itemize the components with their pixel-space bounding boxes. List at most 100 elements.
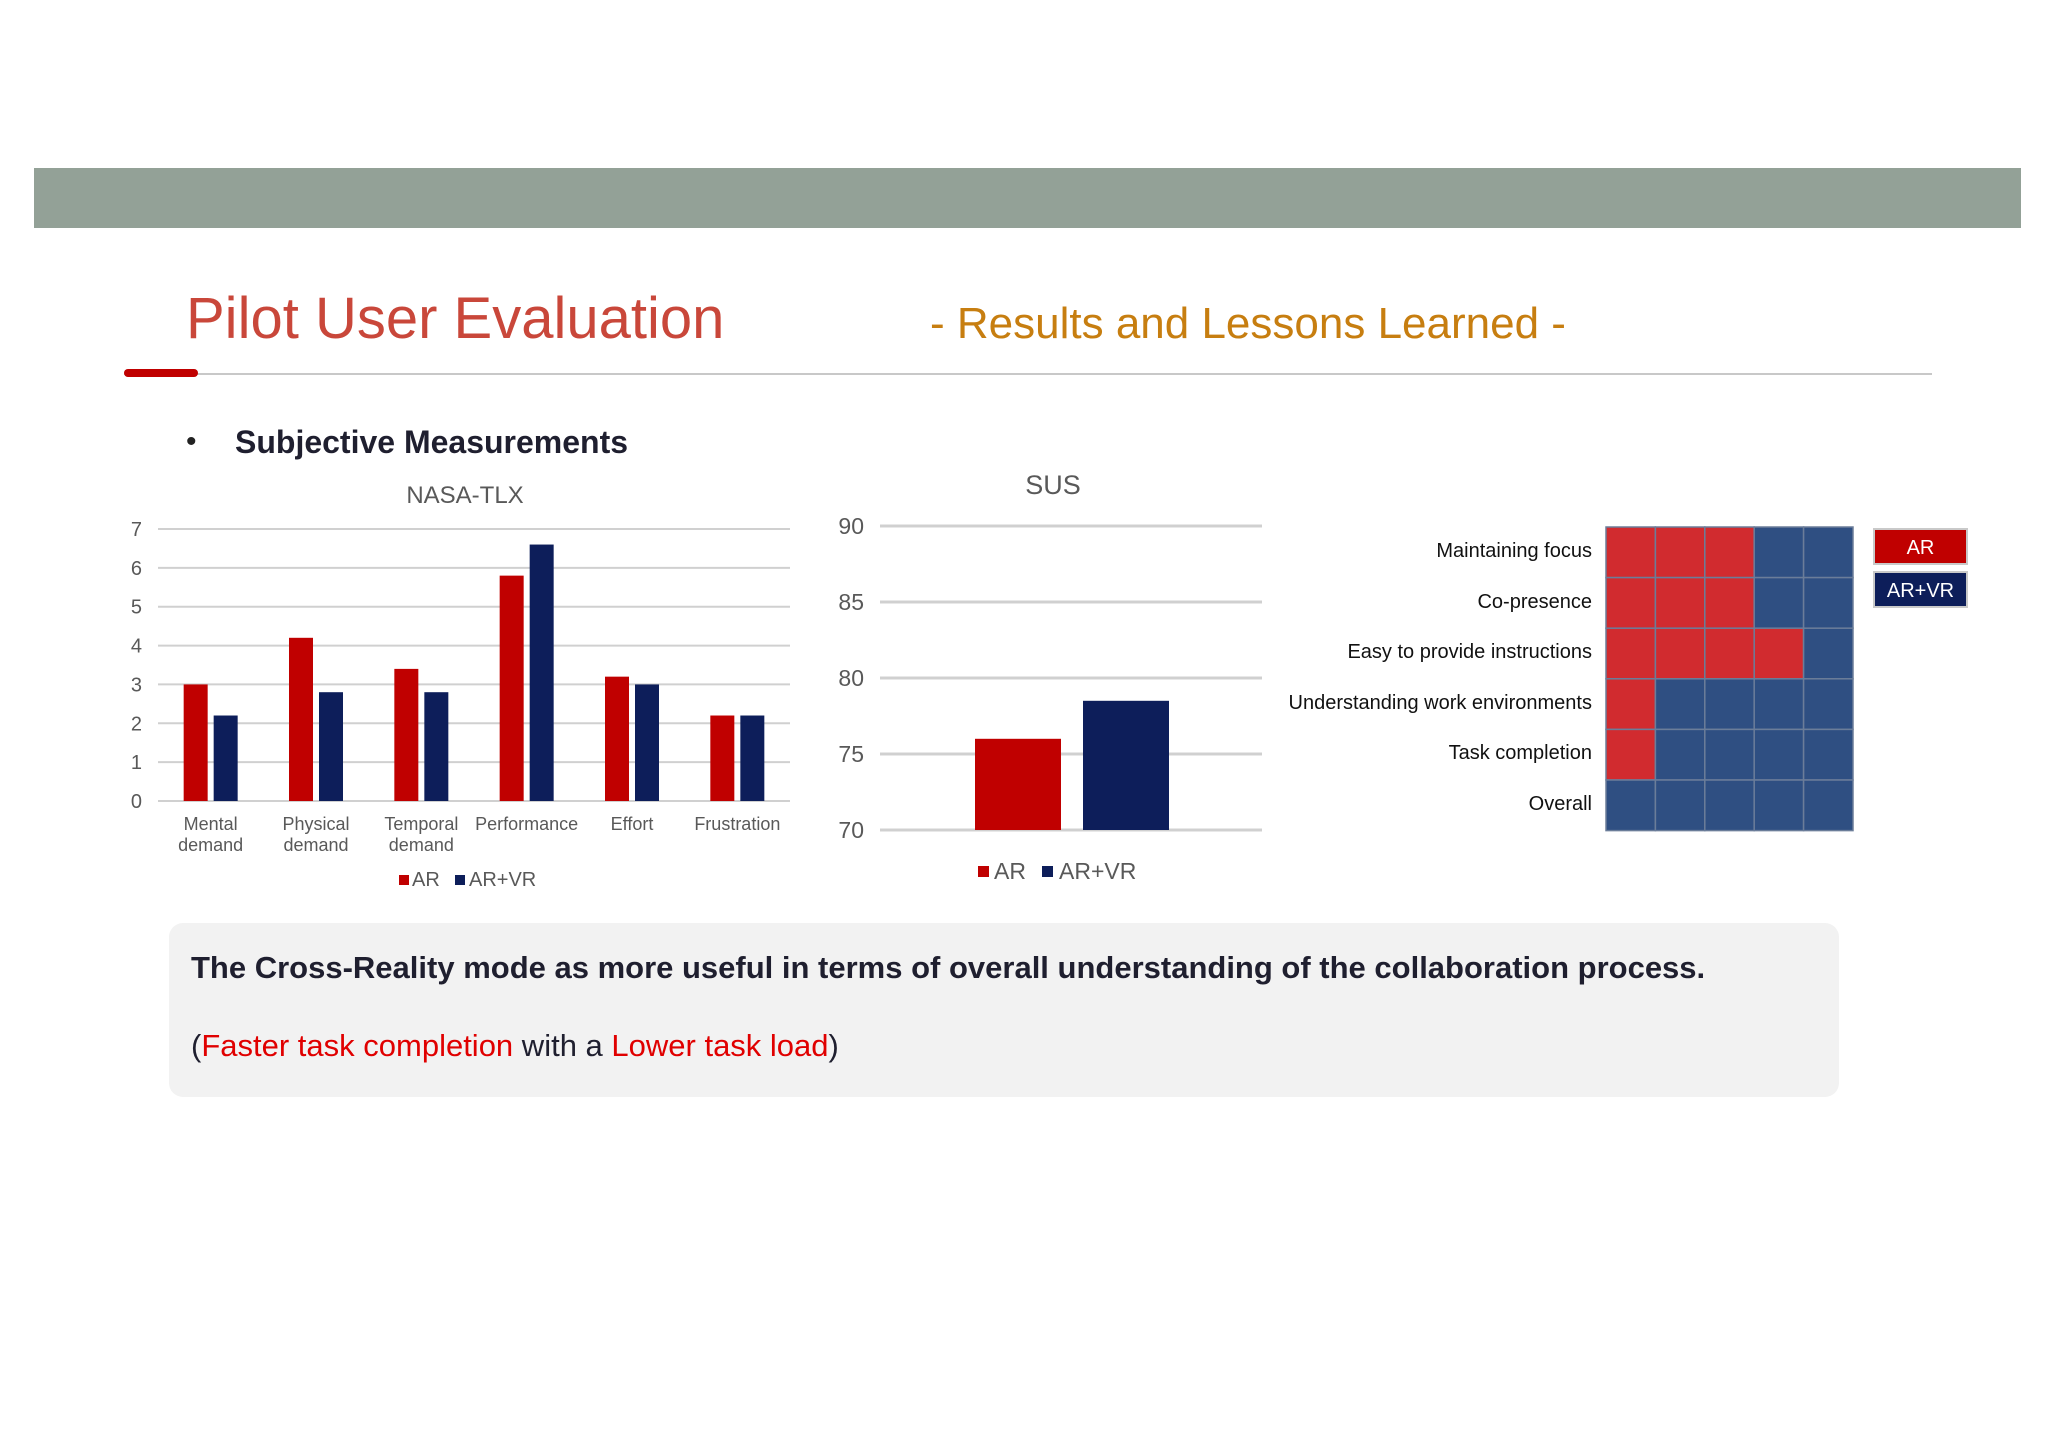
matrix-cell (1802, 779, 1854, 832)
paren-close: ) (828, 1028, 839, 1063)
highlight-faster: Faster task completion (201, 1028, 514, 1063)
y-tick-label: 3 (131, 674, 142, 696)
matrix-cell (1605, 526, 1657, 579)
x-tick-label: demand (178, 835, 243, 855)
matrix-row-label: Maintaining focus (1436, 540, 1592, 562)
x-tick-label: Mental (184, 814, 238, 834)
x-tick-label: Frustration (694, 814, 780, 834)
y-tick-label: 70 (838, 817, 864, 843)
bullet-icon: • (186, 425, 197, 458)
legend-label-ar: AR (994, 858, 1026, 884)
header-band (34, 168, 2021, 228)
preference-matrix (1605, 526, 1854, 832)
bar-arvr (1083, 700, 1169, 830)
legend-label-arvr: AR+VR (469, 869, 536, 891)
bar-arvr (319, 692, 343, 801)
legend-swatch-ar (978, 866, 989, 877)
bar-ar (289, 637, 313, 801)
y-tick-label: 80 (838, 665, 864, 691)
legend-swatch-ar (399, 875, 409, 885)
matrix-cell (1605, 678, 1657, 731)
chart-title: SUS (1025, 470, 1081, 500)
bar-arvr (213, 715, 238, 801)
y-tick-label: 75 (838, 741, 864, 767)
matrix-row-label: Overall (1528, 793, 1592, 815)
y-tick-label: 1 (131, 752, 142, 774)
x-tick-label: Physical (282, 814, 349, 834)
y-tick-label: 90 (838, 513, 864, 539)
nasa-tlx-chart: 01234567MentaldemandPhysicaldemandTempor… (131, 482, 790, 891)
slide-title: Pilot User Evaluation (186, 286, 725, 351)
conclusion-detail: (Faster task completion with a Lower tas… (191, 1025, 839, 1067)
legend-swatch-arvr (1042, 866, 1053, 877)
title-accent-bar (124, 369, 198, 377)
sus-chart: 70 75 80 85 90 SUS AR AR+VR (838, 470, 1262, 884)
legend-label-arvr: AR+VR (1059, 858, 1136, 884)
x-tick-label: Performance (475, 814, 578, 834)
bar-ar (499, 575, 524, 801)
matrix-cell (1605, 576, 1657, 629)
matrix-legend-ar: AR (1873, 528, 1968, 565)
y-tick-label: 4 (131, 636, 142, 658)
matrix-cell (1704, 576, 1755, 629)
matrix-row-label: Task completion (1448, 742, 1592, 765)
matrix-cell (1654, 728, 1706, 781)
bar-arvr (529, 544, 554, 801)
y-tick-label: 2 (131, 713, 142, 735)
matrix-cell (1605, 779, 1657, 832)
bar-arvr (635, 684, 659, 801)
matrix-cell (1802, 627, 1854, 680)
legend-swatch-arvr (455, 875, 465, 885)
matrix-cell (1704, 627, 1755, 680)
bar-ar (605, 676, 629, 801)
x-tick-label: Temporal (384, 814, 458, 834)
y-tick-label: 6 (131, 558, 142, 580)
matrix-cell (1802, 728, 1854, 781)
conclusion-callout: The Cross-Reality mode as more useful in… (169, 923, 1839, 1097)
y-tick-label: 5 (131, 597, 142, 619)
section-heading: Subjective Measurements (235, 424, 629, 460)
matrix-cell (1704, 779, 1755, 832)
matrix-cell (1605, 627, 1657, 680)
matrix-cell (1654, 627, 1706, 680)
y-tick-label: 0 (131, 791, 142, 813)
matrix-cell (1753, 678, 1805, 731)
paren-open: ( (191, 1028, 202, 1063)
matrix-cell (1802, 526, 1854, 579)
y-tick-label: 85 (838, 589, 864, 615)
matrix-cell (1802, 678, 1854, 731)
matrix-cell (1704, 678, 1755, 731)
matrix-cell (1753, 526, 1805, 579)
matrix-row-label: Easy to provide instructions (1347, 641, 1592, 664)
highlight-lower: Lower task load (611, 1028, 829, 1063)
x-tick-label: Effort (611, 814, 654, 834)
bar-ar (975, 738, 1061, 830)
x-tick-label: demand (389, 835, 454, 855)
bar-ar (710, 715, 735, 801)
matrix-row-label: Co-presence (1477, 590, 1592, 613)
matrix-cell (1753, 728, 1805, 781)
connector-text: with a (513, 1028, 612, 1063)
bar-arvr (740, 715, 765, 801)
chart-title: NASA-TLX (406, 482, 523, 509)
matrix-cell (1704, 728, 1755, 781)
x-tick-label: demand (283, 835, 348, 855)
matrix-cell (1654, 678, 1706, 731)
bar-ar (394, 668, 419, 801)
matrix-legend-arvr: AR+VR (1873, 571, 1968, 608)
matrix-cell (1654, 526, 1706, 579)
matrix-row-label: Understanding work environments (1288, 691, 1593, 714)
slide-subtitle: - Results and Lessons Learned - (930, 299, 1566, 348)
matrix-cell (1753, 576, 1805, 629)
matrix-cell (1704, 526, 1755, 579)
y-tick-label: 7 (131, 519, 142, 541)
matrix-cell (1753, 779, 1805, 832)
bar-arvr (424, 692, 449, 801)
matrix-cell (1753, 627, 1805, 680)
matrix-cell (1802, 576, 1854, 629)
conclusion-text: The Cross-Reality mode as more useful in… (191, 950, 1706, 985)
legend-label-ar: AR (412, 869, 440, 891)
bar-ar (183, 684, 208, 801)
matrix-cell (1605, 728, 1657, 781)
title-divider (124, 373, 1932, 375)
